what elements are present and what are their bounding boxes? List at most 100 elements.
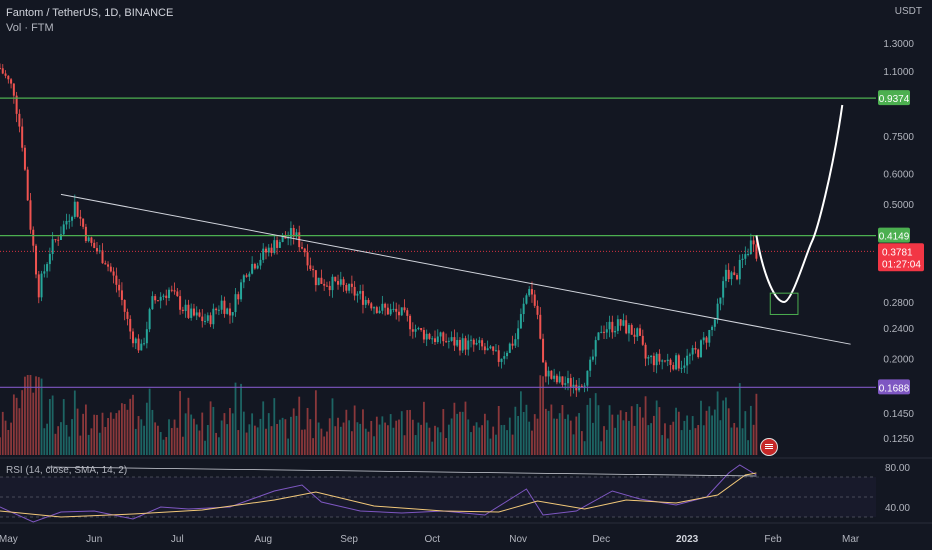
- bar-countdown-label: 01:27:04: [882, 259, 921, 270]
- volume-bar: [702, 425, 705, 455]
- rsi-trendline[interactable]: [47, 466, 757, 477]
- candle-body: [32, 229, 35, 246]
- rsi-label: RSI (14, close, SMA, 14, 2): [6, 465, 128, 476]
- candle-body: [675, 355, 678, 370]
- volume-bar: [713, 409, 716, 455]
- volume-bar: [630, 406, 633, 455]
- time-tick-label: Oct: [424, 534, 440, 545]
- volume-bar: [625, 411, 628, 455]
- us-flag-icon[interactable]: [760, 438, 778, 456]
- projection-curve[interactable]: [755, 104, 844, 303]
- volume-bar: [206, 424, 209, 455]
- volume-bar: [229, 407, 231, 455]
- volume-bar: [359, 423, 362, 455]
- volume-bar: [700, 400, 702, 455]
- candle-body: [497, 350, 500, 362]
- volume-bar: [486, 420, 489, 455]
- volume-bar: [12, 394, 15, 455]
- chart-title: Fantom / TetherUS, 1D, BINANCE: [6, 7, 174, 19]
- volume-bar: [54, 433, 57, 455]
- volume-bar: [503, 424, 506, 455]
- volume-bar: [276, 423, 278, 455]
- candle-body: [256, 265, 259, 269]
- candle-body: [314, 270, 317, 286]
- candle-body: [447, 340, 450, 342]
- trendline[interactable]: [60, 193, 851, 345]
- volume-bar: [644, 396, 647, 455]
- candle-body: [361, 291, 364, 305]
- volume-bar: [356, 422, 359, 455]
- time-tick-label: Aug: [254, 534, 272, 545]
- candle-body: [120, 290, 123, 300]
- candle-body: [129, 318, 132, 332]
- volume-bar: [90, 428, 93, 455]
- volume-bar: [495, 434, 497, 455]
- time-tick-label: Nov: [509, 534, 527, 545]
- volume-bar: [553, 418, 556, 455]
- volume-bar: [608, 405, 611, 455]
- projection-box[interactable]: [769, 292, 799, 315]
- volume-bar: [51, 395, 54, 455]
- candle-body: [630, 325, 633, 335]
- volume-label: Vol · FTM: [6, 22, 54, 34]
- volume-bar: [129, 398, 132, 455]
- volume-bar: [267, 413, 270, 455]
- candle-body: [40, 273, 43, 298]
- volume-bar: [15, 397, 18, 455]
- volume-bar: [411, 419, 414, 455]
- candle-body: [309, 265, 312, 269]
- volume-bar: [154, 422, 157, 455]
- candle-body: [18, 113, 21, 127]
- volume-bar: [170, 428, 173, 455]
- candle-body: [301, 247, 304, 249]
- candle-body: [702, 337, 705, 341]
- candle-body: [270, 247, 273, 253]
- volume-bar: [686, 415, 689, 455]
- volume-bar: [248, 424, 251, 455]
- volume-bar: [367, 431, 370, 455]
- volume-bar: [168, 419, 170, 455]
- candle-body: [353, 286, 356, 296]
- candle-body: [134, 338, 137, 344]
- volume-bar: [353, 405, 356, 455]
- volume-bar: [284, 419, 287, 455]
- candle-body: [84, 226, 87, 242]
- candle-body: [616, 319, 619, 331]
- volume-bar: [312, 438, 314, 455]
- volume-bar: [76, 408, 79, 455]
- volume-bar: [71, 419, 73, 455]
- volume-bar: [195, 424, 198, 455]
- last-price-badge: [878, 243, 924, 272]
- candle-body: [666, 359, 669, 362]
- volume-bar: [215, 432, 218, 455]
- volume-bar: [716, 391, 719, 455]
- volume-bar: [48, 399, 51, 455]
- volume-bar: [389, 414, 392, 455]
- candle-body: [508, 343, 511, 353]
- candle-body: [458, 339, 461, 351]
- price-tick-label: 0.5000: [883, 200, 914, 211]
- candle-body: [242, 275, 245, 283]
- volume-bar: [525, 404, 528, 455]
- volume-bar: [162, 439, 165, 455]
- candle-body: [625, 320, 628, 334]
- candle-body: [470, 339, 473, 341]
- candle-body: [744, 254, 747, 259]
- candle-body: [90, 237, 93, 243]
- time-tick-label: Jun: [86, 534, 102, 545]
- volume-bar: [425, 422, 428, 455]
- candle-body: [82, 218, 85, 227]
- level-price-badge: [878, 227, 910, 243]
- candle-body: [641, 335, 644, 345]
- candle-body: [655, 353, 658, 366]
- volume-bar: [561, 405, 564, 455]
- candle-body: [156, 300, 159, 302]
- volume-bar: [409, 409, 411, 455]
- volume-bar: [472, 425, 475, 455]
- candle-body: [636, 328, 639, 337]
- volume-bar: [32, 392, 35, 455]
- volume-bar: [633, 425, 636, 455]
- candle-body: [131, 331, 134, 344]
- candle-body: [580, 385, 583, 387]
